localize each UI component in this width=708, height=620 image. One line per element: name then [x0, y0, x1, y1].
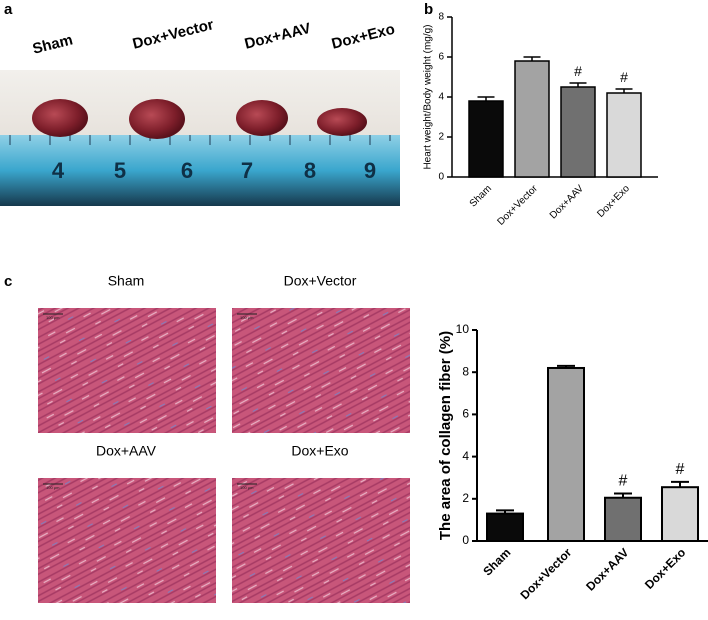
error-bar: [477, 96, 495, 101]
bar: [560, 86, 596, 178]
annotation: #: [574, 63, 582, 79]
annotation: #: [620, 69, 628, 85]
bar: [604, 496, 642, 542]
scale-bar-label: 100 μm: [46, 485, 60, 490]
heart-photo: [0, 70, 400, 206]
histology-label: Dox+AAV: [96, 443, 157, 459]
ruler-number: 8: [304, 158, 316, 183]
histology-image: [38, 478, 216, 603]
panel-label: a: [4, 1, 13, 18]
y-tick-label: 8: [462, 364, 469, 378]
bar: [514, 60, 550, 178]
histology-panels: Sham 100 μm Dox+Vector 100 μm Dox+AAV 100 μm D…: [38, 273, 410, 603]
error-bar: [614, 492, 632, 498]
photo-label: Dox+Exo: [330, 21, 397, 53]
y-tick-label: 10: [456, 322, 470, 336]
ruler-number: 4: [52, 158, 65, 183]
photo-label: Sham: [31, 31, 75, 57]
photo-label: Dox+AAV: [243, 20, 313, 53]
scale-bar-label: 100 μm: [240, 485, 254, 490]
x-tick-label: Dox+Exo: [642, 545, 688, 591]
annotation: #: [676, 461, 685, 478]
x-tick-label: Sham: [468, 183, 494, 209]
ruler-number: 7: [241, 158, 253, 183]
histology-image: [232, 478, 410, 603]
y-tick-label: 2: [438, 132, 444, 143]
scale-bar-label: 100 μm: [46, 315, 60, 320]
bar: [547, 366, 585, 543]
x-tick-label: Dox+Exo: [595, 183, 632, 220]
x-tick-label: Dox+Vector: [495, 183, 540, 228]
ruler-number: 5: [114, 158, 126, 183]
histology-image: [38, 308, 216, 433]
y-tick-label: 6: [438, 52, 444, 63]
scale-bar-label: 100 μm: [240, 315, 254, 320]
x-tick-label: Sham: [480, 545, 513, 578]
error-bar: [671, 480, 689, 488]
ruler-number: 9: [364, 158, 376, 183]
panel-label: c: [4, 273, 12, 290]
histology-label: Dox+Exo: [291, 443, 348, 459]
x-tick-label: Dox+AAV: [583, 545, 631, 593]
bar: [486, 512, 524, 543]
error-bar: [615, 88, 633, 93]
histology-image: [232, 308, 410, 433]
x-tick-label: Dox+Vector: [518, 545, 575, 602]
error-bar: [523, 56, 541, 61]
y-tick-label: 8: [438, 12, 444, 23]
y-axis-label: The area of collagen fiber (%): [437, 331, 454, 540]
y-tick-label: 4: [462, 449, 469, 463]
y-tick-label: 0: [462, 533, 469, 547]
x-tick-label: Dox+AAV: [548, 183, 586, 221]
y-tick-label: 4: [438, 92, 444, 103]
ruler-number: 6: [181, 158, 193, 183]
error-bar: [569, 82, 587, 87]
histology-label: Dox+Vector: [284, 273, 357, 289]
histology-label: Sham: [108, 273, 145, 289]
y-tick-label: 0: [438, 172, 444, 183]
y-tick-label: 2: [462, 491, 469, 505]
annotation: #: [619, 472, 628, 489]
photo-label: Dox+Vector: [131, 16, 216, 53]
bar: [468, 100, 504, 178]
error-bar: [496, 509, 514, 514]
y-tick-label: 6: [462, 407, 469, 421]
panel-label: b: [424, 1, 433, 18]
bar: [606, 92, 642, 178]
error-bar: [557, 364, 575, 368]
y-axis-label: Heart weight/Body weight (mg/g): [423, 24, 434, 169]
bar: [661, 486, 699, 543]
